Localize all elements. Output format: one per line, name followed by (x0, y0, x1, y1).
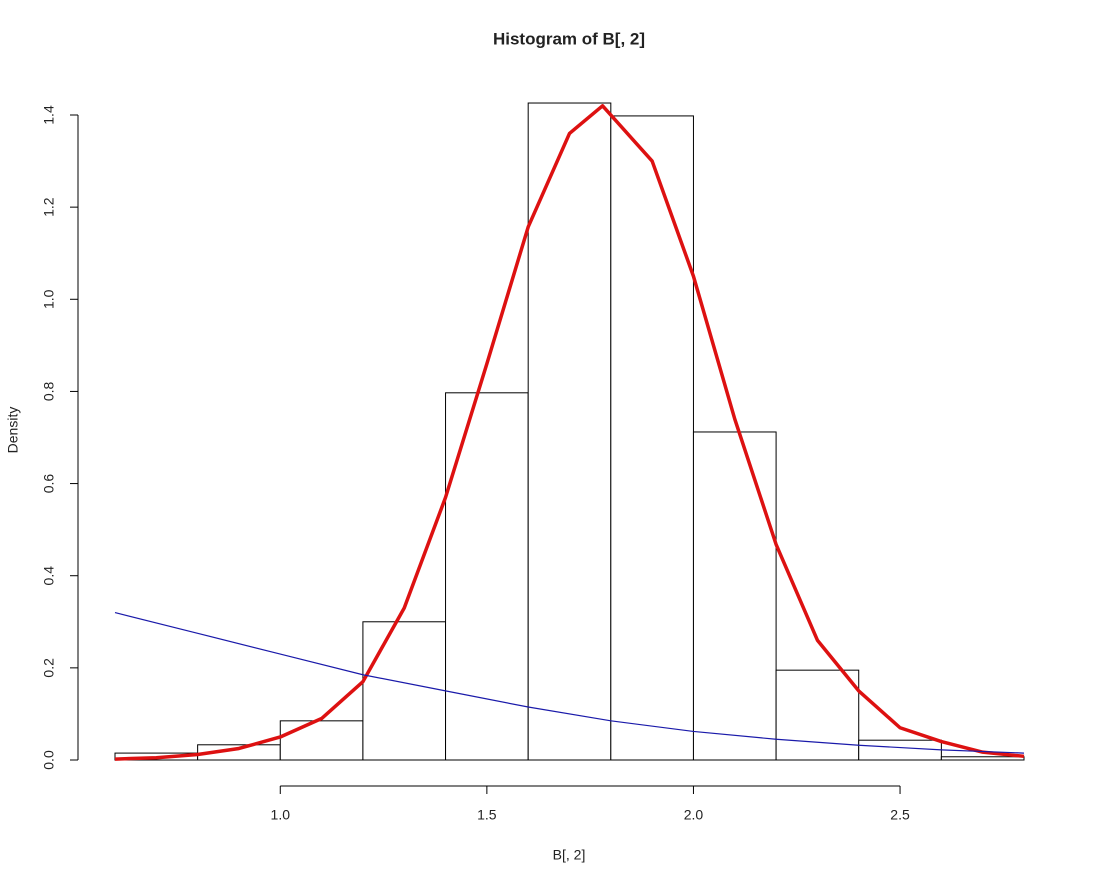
bar (775, 669, 860, 761)
bar (692, 431, 777, 761)
x-tick-label: 1.0 (271, 807, 291, 823)
y-tick-label: 0.6 (41, 474, 57, 494)
x-tick-label: 2.0 (684, 807, 704, 823)
bar (610, 115, 694, 761)
bar (940, 756, 1025, 761)
density-curve (114, 104, 1025, 761)
y-tick-label: 1.4 (41, 105, 57, 125)
y-tick-label: 0.2 (41, 658, 57, 678)
bar (858, 739, 942, 761)
y-tick-label: 1.0 (41, 289, 57, 309)
density-curve (114, 611, 1025, 754)
bar (527, 102, 612, 761)
y-tick-label: 0.8 (41, 381, 57, 401)
bar (362, 621, 447, 761)
x-axis-label: B[, 2] (553, 847, 586, 863)
x-tick-label: 1.5 (477, 807, 497, 823)
x-tick-label: 2.5 (890, 807, 910, 823)
y-tick-label: 1.2 (41, 197, 57, 217)
y-axis-label: Density (5, 407, 21, 454)
y-tick-label: 0.4 (41, 566, 57, 586)
y-tick-label: 0.0 (41, 750, 57, 770)
chart-title: Histogram of B[, 2] (493, 29, 645, 48)
bar (279, 720, 364, 761)
